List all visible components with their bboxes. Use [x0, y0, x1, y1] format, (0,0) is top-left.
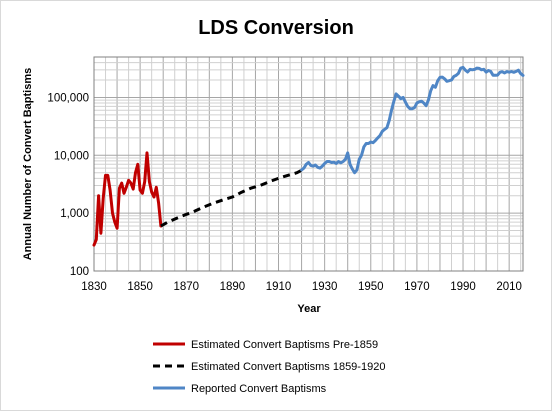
y-tick-labels: 100 1,000 10,000 100,000 — [47, 92, 89, 278]
legend: Estimated Convert Baptisms Pre-1859 Estim… — [153, 339, 385, 395]
series-line-3 — [300, 65, 525, 175]
x-tick-label: 2010 — [496, 281, 522, 293]
y-tick-label: 1,000 — [60, 208, 89, 220]
y-tick-label: 100,000 — [47, 92, 89, 104]
x-tick-label: 1910 — [266, 281, 292, 293]
series-line-2 — [160, 168, 303, 228]
legend-label-1: Estimated Convert Baptisms Pre-1859 — [191, 339, 378, 351]
plot-area-border — [93, 56, 524, 272]
y-tick-label: 10,000 — [54, 150, 89, 162]
x-tick-label: 1990 — [450, 281, 476, 293]
x-tick-label: 1850 — [127, 281, 153, 293]
y-axis-label: Annual Number of Convert Baptisms — [22, 68, 34, 261]
y-tick-label: 100 — [70, 266, 89, 278]
legend-label-2: Estimated Convert Baptisms 1859-1920 — [191, 361, 385, 373]
x-tick-label: 1890 — [220, 281, 246, 293]
series-line-1 — [92, 151, 163, 247]
x-tick-label: 1930 — [312, 281, 338, 293]
series-layer — [92, 65, 525, 247]
x-tick-labels: 1830 1850 1870 1890 1910 1930 1950 1970 1990 2010 — [81, 281, 522, 293]
legend-label-3: Reported Convert Baptisms — [191, 383, 327, 395]
x-tick-label: 1970 — [404, 281, 430, 293]
x-tick-label: 1870 — [173, 281, 199, 293]
x-axis-label: Year — [297, 303, 321, 315]
x-tick-label: 1950 — [358, 281, 384, 293]
chart-title: LDS Conversion — [198, 17, 354, 39]
x-tick-label: 1830 — [81, 281, 107, 293]
